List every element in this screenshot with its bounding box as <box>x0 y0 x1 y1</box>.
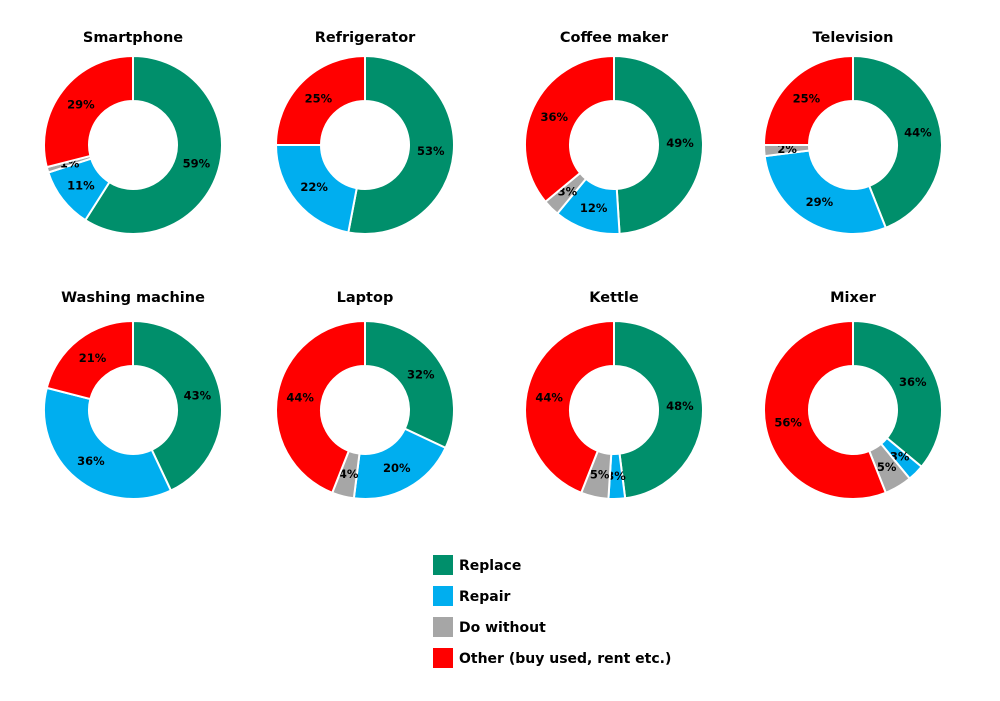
slice-label: 43% <box>184 389 212 403</box>
slice-other-buy-used-rent-etc <box>762 54 854 146</box>
slice-replace <box>132 319 223 492</box>
legend-label: Replace <box>459 558 521 574</box>
slice-other-buy-used-rent-etc <box>274 54 366 146</box>
legend-item-replace: Replace <box>433 555 521 575</box>
legend-label: Do without <box>459 620 546 636</box>
slice-replace <box>613 54 704 235</box>
slice-label: 53% <box>417 144 445 158</box>
slice-other-buy-used-rent-etc <box>275 319 366 495</box>
slice-label: 20% <box>383 461 411 475</box>
slice-replace <box>852 319 943 469</box>
slice-repair <box>763 149 888 235</box>
legend-item-repair: Repair <box>433 586 511 606</box>
chart-title: Refrigerator <box>315 30 416 46</box>
slice-label: 49% <box>666 136 694 150</box>
slice-label: 36% <box>541 110 569 124</box>
legend-label: Other (buy used, rent etc.) <box>459 651 671 667</box>
chart-title: Laptop <box>337 290 394 306</box>
chart-title: Kettle <box>589 290 639 306</box>
slice-other-buy-used-rent-etc <box>524 54 615 204</box>
slice-other-buy-used-rent-etc <box>43 54 134 169</box>
slice-label: 25% <box>305 91 333 105</box>
slice-label: 3% <box>606 469 626 483</box>
slice-label: 44% <box>286 391 314 405</box>
chart-title: Mixer <box>830 290 877 306</box>
donut-laptop: Laptop 32% 20% 4% 44% <box>275 290 455 500</box>
legend-item-other-buy-used-rent-etc: Other (buy used, rent etc.) <box>433 648 671 668</box>
slice-other-buy-used-rent-etc <box>524 319 615 495</box>
donut-kettle: Kettle 48% 3%5% 44% <box>524 290 704 500</box>
chart-title: Television <box>813 30 894 46</box>
slice-label: 56% <box>774 415 802 429</box>
slice-replace <box>852 54 943 230</box>
donut-refrigerator: Refrigerator 53% 22% 25% <box>274 30 455 235</box>
slice-label: 48% <box>666 399 694 413</box>
slice-label: 44% <box>535 391 563 405</box>
slice-label: 21% <box>79 351 107 365</box>
slice-replace <box>613 319 704 500</box>
slice-label: 29% <box>806 195 834 209</box>
slice-other-buy-used-rent-etc <box>763 319 888 500</box>
legend-swatch <box>433 617 453 637</box>
charts-layer: Smartphone59%11%1%29%Refrigerator53%22%2… <box>43 30 943 500</box>
slice-replace <box>347 54 455 235</box>
slice-label: 29% <box>67 98 95 112</box>
chart-title: Washing machine <box>61 290 205 306</box>
chart-title: Smartphone <box>83 30 183 46</box>
slice-label: 25% <box>793 91 821 105</box>
legend-swatch <box>433 586 453 606</box>
legend-label: Repair <box>459 589 511 605</box>
slice-label: 12% <box>580 201 608 215</box>
legend-swatch <box>433 648 453 668</box>
slice-label: 36% <box>899 375 927 389</box>
legend: Replace Repair Do without Other (buy used, … <box>433 555 671 668</box>
slice-label: 59% <box>183 156 211 170</box>
slice-label: 44% <box>904 126 932 140</box>
slice-label: 36% <box>77 454 105 468</box>
slice-label: 4% <box>339 467 359 481</box>
slice-other-buy-used-rent-etc <box>45 319 134 401</box>
slice-label: 32% <box>407 368 435 382</box>
slice-label: 11% <box>67 178 95 192</box>
slice-label: 5% <box>590 467 610 481</box>
legend-swatch <box>433 555 453 575</box>
slice-replace <box>83 54 223 235</box>
slice-repair <box>43 386 173 500</box>
legend-item-do-without: Do without <box>433 617 546 637</box>
chart-title: Coffee maker <box>560 30 669 46</box>
slice-label: 22% <box>300 180 328 194</box>
slice-replace <box>364 319 455 450</box>
donut-washing-machine: Washing machine 43% 36% 21% <box>43 290 223 500</box>
slice-label: 5% <box>877 460 897 474</box>
